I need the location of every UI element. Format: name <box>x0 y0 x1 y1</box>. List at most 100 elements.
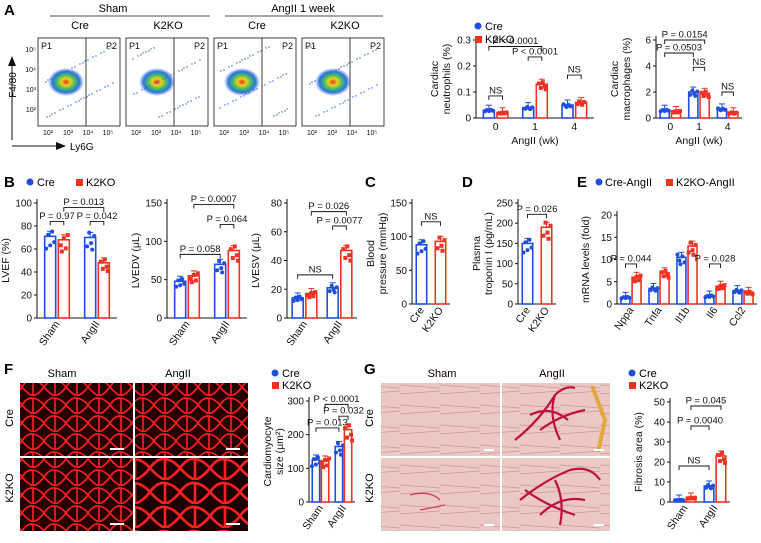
data-point <box>678 262 683 267</box>
flow-event-dot <box>260 50 262 52</box>
significance-bracket <box>664 39 706 44</box>
significance-label: P < 0.0001 <box>492 36 538 47</box>
legend-a-k2ko: K2KO <box>485 34 515 46</box>
data-point <box>85 244 90 249</box>
flow-event-dot <box>326 110 328 112</box>
data-point <box>230 255 235 260</box>
flow-gate-p2: P2 <box>106 41 117 51</box>
legend-e-cre: Cre-AngII <box>605 177 652 189</box>
data-point <box>523 240 528 245</box>
y-tick-label: 200 <box>496 219 513 230</box>
y-tick-label: 50 <box>151 275 163 286</box>
y-tick-label: 80 <box>271 199 283 210</box>
y-tick-label: 300 <box>287 397 304 408</box>
data-point <box>543 220 548 225</box>
flow-density-cloud <box>48 68 84 96</box>
flow-x-tick: 10³ <box>63 130 74 137</box>
flow-event-dot <box>112 82 114 84</box>
flow-density-cloud <box>224 68 260 96</box>
data-point <box>311 457 316 462</box>
flow-event-dot <box>272 80 274 82</box>
flow-event-dot <box>285 73 287 75</box>
data-point <box>715 285 720 290</box>
flow-x-tick: 10⁴ <box>347 130 358 137</box>
data-point <box>89 241 94 246</box>
legend-g: Cre K2KO <box>628 368 669 392</box>
y-tick-label: 0 <box>659 498 665 509</box>
y-tick-label: 250 <box>496 199 513 210</box>
flow-event-dot <box>51 113 53 115</box>
significance-bracket <box>690 425 710 430</box>
data-point <box>331 287 336 292</box>
significance-bracket <box>527 213 547 219</box>
x-tick-label: AngII <box>325 503 349 530</box>
flow-event-dot <box>74 66 76 68</box>
x-tick-label: Nppa <box>612 305 636 333</box>
data-point <box>48 243 53 248</box>
flow-event-dot <box>100 52 102 54</box>
flow-angii-cre: Cre <box>248 20 266 32</box>
data-point <box>525 248 530 253</box>
flow-event-dot <box>323 111 325 113</box>
significance-label: P = 0.064 <box>207 214 248 225</box>
flow-event-dot <box>240 96 242 98</box>
y-tick-label: 150 <box>496 239 513 250</box>
data-point <box>329 284 334 289</box>
significance-label: P = 0.042 <box>77 211 118 222</box>
flow-event-dot <box>170 74 172 76</box>
data-point <box>718 283 723 288</box>
data-point <box>691 252 696 257</box>
flow-event-dot <box>339 103 341 105</box>
data-point <box>540 80 545 85</box>
f-image-angii-k2ko <box>135 458 248 531</box>
data-point <box>690 88 695 93</box>
data-point <box>437 235 442 240</box>
x-tick-label: K2KO <box>526 305 552 335</box>
data-point <box>527 106 532 111</box>
x-tick-label: 4 <box>725 121 731 133</box>
data-point <box>100 266 105 271</box>
significance-label: P = 0.013 <box>307 417 348 428</box>
flow-event-dot <box>79 63 81 65</box>
f-k2ko-row: K2KO <box>4 473 16 503</box>
flow-event-dot <box>347 99 349 101</box>
flow-y-tick: 10⁵ <box>25 47 36 54</box>
y-tick-label: 0 <box>507 300 513 311</box>
flow-event-dot <box>368 88 370 90</box>
data-point <box>311 294 316 299</box>
data-point <box>327 289 332 294</box>
flow-event-dot <box>278 112 280 114</box>
data-point <box>309 291 314 296</box>
flow-event-dot <box>75 101 77 103</box>
flow-event-dot <box>330 72 332 74</box>
data-point <box>666 108 671 113</box>
flow-event-dot <box>91 93 93 95</box>
data-point <box>182 281 187 286</box>
flow-event-dot <box>248 92 250 94</box>
flow-event-dot <box>256 88 258 90</box>
flow-event-dot <box>356 58 358 60</box>
data-point <box>220 270 225 275</box>
significance-label: P = 0.013 <box>63 197 104 208</box>
y-tick-label: 0.1 <box>457 88 471 99</box>
data-point <box>695 89 700 94</box>
y-tick-label: 0.2 <box>457 62 471 73</box>
panel-letter-c: C <box>365 174 376 191</box>
data-point <box>343 426 348 431</box>
data-point <box>335 441 340 446</box>
significance-bracket <box>89 220 105 226</box>
flow-y-tick: 10³ <box>26 87 37 94</box>
y-tick-label: 150 <box>390 199 407 210</box>
chart-mrna-levels: 0 5 10 15 20 mRNA levels (fold) Nppa Tnfa Il1b Il… <box>580 211 757 333</box>
flow-event-dot <box>177 107 179 109</box>
flow-x-tick: 10² <box>131 130 142 137</box>
data-point <box>232 244 237 249</box>
significance-bracket <box>338 415 349 421</box>
chart-cardiomyocyte-size: 0 100 200 300 Cardiomyocyte size (μm²) Sham Ang… <box>262 394 364 532</box>
flow-event-dot <box>182 104 184 106</box>
flow-event-dot <box>186 66 188 68</box>
data-point <box>349 432 354 437</box>
flow-event-dot <box>70 104 72 106</box>
